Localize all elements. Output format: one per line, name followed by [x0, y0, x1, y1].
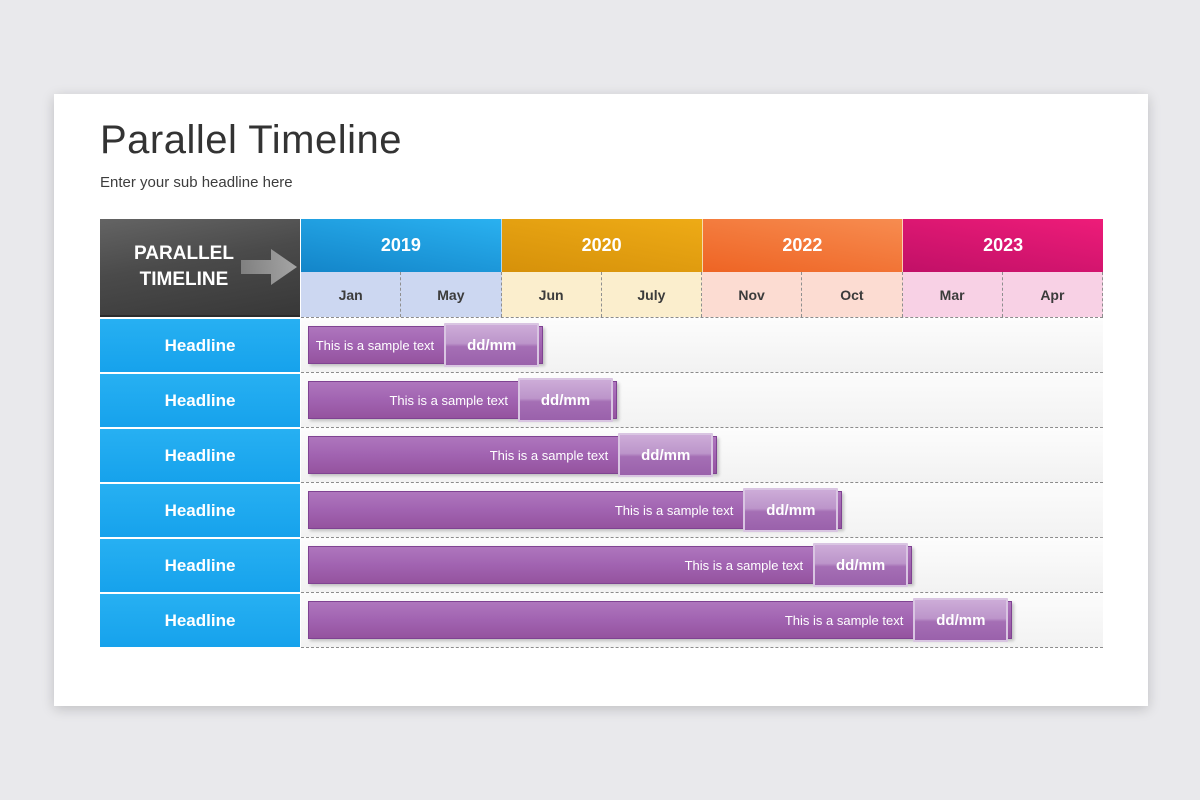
month-header-july: July [601, 272, 702, 317]
date-badge[interactable]: dd/mm [618, 433, 714, 477]
gantt-bar-label: This is a sample text [684, 557, 804, 573]
gantt-bar[interactable]: This is a sample text dd/mm [308, 378, 617, 422]
page-title: Parallel Timeline [100, 118, 402, 162]
timeline-table: PARALLEL TIMELINE 2019 2020 2022 2023 Ja [100, 219, 1103, 648]
year-label: 2019 [380, 235, 421, 255]
date-badge-label: dd/mm [467, 336, 517, 354]
timeline-legend-label: PARALLEL TIMELINE [134, 243, 234, 290]
date-badge[interactable]: dd/mm [813, 543, 909, 587]
gantt-bar[interactable]: This is a sample text dd/mm [308, 433, 718, 477]
timeline-header: PARALLEL TIMELINE 2019 2020 2022 2023 Ja [100, 219, 1103, 317]
month-header-jan: Jan [301, 272, 402, 317]
date-badge[interactable]: dd/mm [444, 323, 540, 367]
timeline-row: This is a sample text dd/mm [301, 318, 1103, 373]
headline-cell[interactable]: Headline [100, 319, 300, 372]
month-header-jun: Jun [501, 272, 602, 317]
year-header-2023: 2023 [903, 219, 1103, 272]
headline-cell[interactable]: Headline [100, 594, 300, 647]
month-header-oct: Oct [802, 272, 903, 317]
gantt-bar-label: This is a sample text [614, 502, 734, 518]
gantt-bar[interactable]: This is a sample text dd/mm [308, 323, 544, 367]
gantt-bar-label: This is a sample text [489, 447, 609, 463]
year-label: 2022 [782, 235, 823, 255]
headline-label: Headline [164, 335, 236, 355]
months-row: Jan May Jun July Nov Oct Mar Apr [301, 272, 1103, 317]
month-header-mar: Mar [902, 272, 1003, 317]
timeline-legend-box: PARALLEL TIMELINE [100, 219, 300, 317]
years-months-header: 2019 2020 2022 2023 Jan May Jun July Nov Oct Mar A… [301, 219, 1103, 317]
years-row: 2019 2020 2022 2023 [301, 219, 1103, 272]
year-label: 2023 [983, 235, 1024, 255]
date-badge-label: dd/mm [766, 501, 816, 519]
date-badge-label: dd/mm [836, 556, 886, 574]
gantt-bar-label: This is a sample text [389, 392, 508, 408]
month-header-nov: Nov [702, 272, 803, 317]
headline-label: Headline [164, 610, 236, 630]
timeline-body: Headline Headline Headline Headline Headline… [100, 317, 1103, 648]
year-label: 2020 [581, 235, 622, 255]
year-header-2019: 2019 [301, 219, 502, 272]
date-badge-label: dd/mm [641, 446, 691, 464]
timeline-row: This is a sample text dd/mm [301, 373, 1103, 428]
year-header-2022: 2022 [702, 219, 904, 272]
year-header-2020: 2020 [501, 219, 703, 272]
date-badge-label: dd/mm [936, 611, 986, 629]
month-header-apr: Apr [1002, 272, 1103, 317]
gantt-bar[interactable]: This is a sample text dd/mm [308, 598, 1013, 642]
date-badge[interactable]: dd/mm [517, 378, 613, 422]
timeline-row: This is a sample text dd/mm [301, 593, 1103, 648]
headline-cell[interactable]: Headline [100, 539, 300, 592]
date-badge-label: dd/mm [540, 391, 591, 409]
headline-label: Headline [164, 555, 236, 575]
headline-cell[interactable]: Headline [100, 429, 300, 482]
timeline-row: This is a sample text dd/mm [301, 483, 1103, 538]
timeline-row: This is a sample text dd/mm [301, 428, 1103, 483]
gantt-bar-label: This is a sample text [784, 612, 904, 628]
arrow-right-icon [241, 249, 297, 285]
headline-label: Headline [164, 445, 236, 465]
timeline-row: This is a sample text dd/mm [301, 538, 1103, 593]
headline-label: Headline [164, 500, 236, 520]
gantt-bar-label: This is a sample text [315, 337, 435, 353]
headline-column: Headline Headline Headline Headline Headline… [100, 319, 300, 647]
timeline-grid: This is a sample text dd/mm This is a samp… [301, 317, 1103, 648]
headline-label: Headline [164, 390, 236, 410]
slide: Parallel Timeline Enter your sub headlin… [54, 94, 1148, 706]
headline-cell[interactable]: Headline [100, 374, 300, 427]
gantt-bar[interactable]: This is a sample text dd/mm [308, 543, 913, 587]
gantt-bar[interactable]: This is a sample text dd/mm [308, 488, 843, 532]
month-header-may: May [401, 272, 502, 317]
page-subtitle: Enter your sub headline here [100, 174, 293, 191]
date-badge[interactable]: dd/mm [743, 488, 839, 532]
headline-cell[interactable]: Headline [100, 484, 300, 537]
date-badge[interactable]: dd/mm [913, 598, 1009, 642]
